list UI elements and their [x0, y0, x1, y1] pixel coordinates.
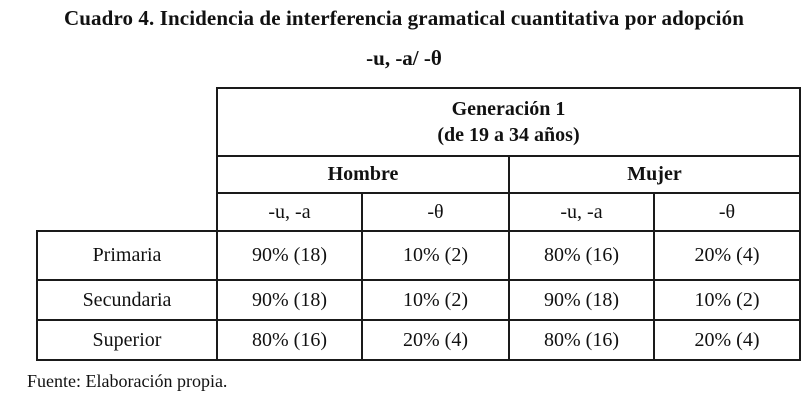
table-row: Primaria 90% (18) 10% (2) 80% (16) 20% (…: [36, 230, 801, 281]
generation-age-range: (de 19 a 34 años): [437, 124, 580, 146]
data-cell: 80% (16): [216, 319, 363, 361]
subheader-cell: -u, -a: [216, 192, 363, 232]
data-cell: 90% (18): [216, 279, 363, 321]
table-row: Secundaria 90% (18) 10% (2) 90% (18) 10%…: [36, 279, 801, 321]
data-table: Generación 1 (de 19 a 34 años) Hombre Mu…: [36, 87, 801, 361]
data-cell: 10% (2): [653, 279, 801, 321]
corner-cell: [37, 156, 217, 193]
subheader-cell: -u, -a: [508, 192, 655, 232]
data-cell: 80% (16): [508, 319, 655, 361]
data-cell: 20% (4): [361, 319, 510, 361]
data-cell: 90% (18): [508, 279, 655, 321]
header-row-generation: Generación 1 (de 19 a 34 años): [37, 87, 801, 157]
data-cell: 20% (4): [653, 230, 801, 281]
row-label: Primaria: [36, 230, 218, 281]
subheader-cell: -θ: [653, 192, 801, 232]
data-cell: 20% (4): [653, 319, 801, 361]
subheader-cell: -θ: [361, 192, 510, 232]
data-cell: 90% (18): [216, 230, 363, 281]
data-cell: 10% (2): [361, 279, 510, 321]
row-label: Superior: [36, 319, 218, 361]
table-subtitle: -u, -a/ -θ: [366, 46, 442, 70]
group-header-mujer: Mujer: [508, 155, 801, 194]
generation-label: Generación 1: [451, 98, 566, 120]
corner-cell: [37, 193, 217, 231]
table-row: Superior 80% (16) 20% (4) 80% (16) 20% (…: [36, 319, 801, 361]
data-cell: 80% (16): [508, 230, 655, 281]
corner-cell: [37, 88, 217, 156]
generation-header: Generación 1 (de 19 a 34 años): [216, 87, 801, 157]
header-row-sex: Hombre Mujer: [37, 155, 801, 194]
group-header-hombre: Hombre: [216, 155, 510, 194]
table-title: Cuadro 4. Incidencia de interferencia gr…: [64, 6, 744, 30]
header-row-suffix: -u, -a -θ -u, -a -θ: [37, 192, 801, 232]
row-label: Secundaria: [36, 279, 218, 321]
data-cell: 10% (2): [361, 230, 510, 281]
source-note: Fuente: Elaboración propia.: [27, 371, 228, 391]
